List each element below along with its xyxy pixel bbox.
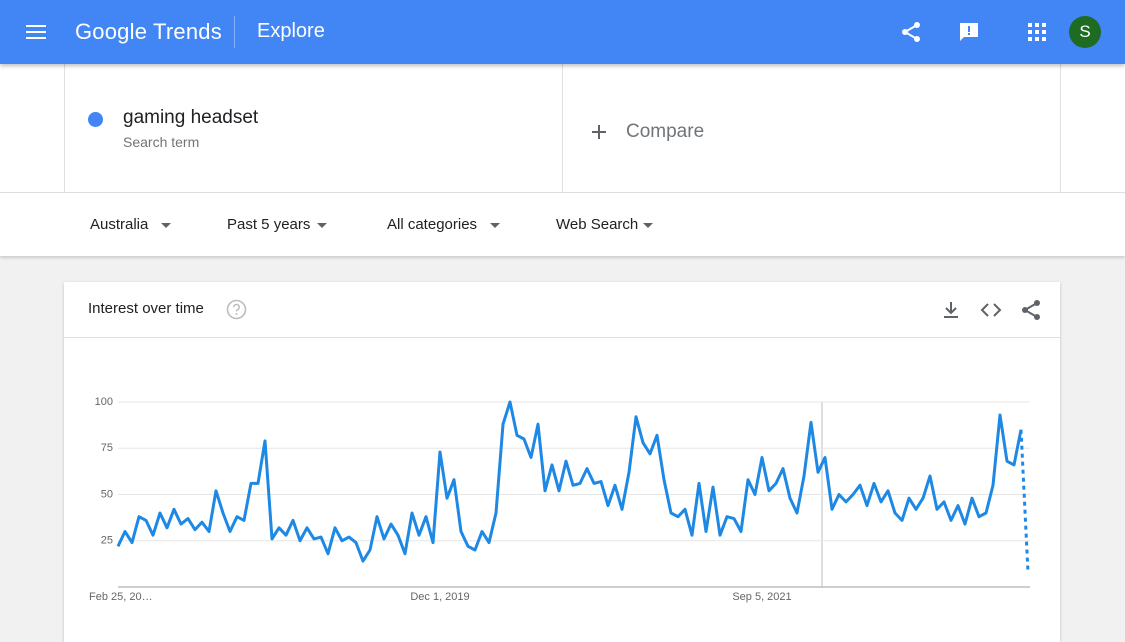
y-tick-label: 25 — [101, 535, 113, 547]
card-title: Interest over time — [88, 300, 204, 317]
x-tick-label: Feb 25, 20… — [89, 591, 153, 603]
divider — [64, 64, 65, 192]
filter-dropdown[interactable]: Web Search — [556, 216, 639, 233]
download-icon[interactable] — [941, 300, 961, 320]
dropdown-caret — [161, 223, 171, 228]
search-term-caption: Search term — [123, 134, 200, 150]
dropdown-caret — [317, 223, 327, 228]
embed-icon[interactable] — [980, 300, 1002, 320]
divider — [562, 64, 563, 192]
filter-dropdown[interactable]: Past 5 years — [227, 216, 311, 233]
feedback-icon[interactable] — [958, 21, 980, 43]
card — [64, 282, 1060, 642]
dropdown-caret — [490, 223, 500, 228]
divider — [1060, 64, 1061, 192]
menu-icon[interactable] — [24, 22, 48, 42]
divider — [64, 337, 1060, 338]
brand[interactable]: Google Trends — [75, 19, 222, 44]
dropdown-caret — [643, 223, 653, 228]
filter-bar — [0, 193, 1125, 256]
partial-line — [1019, 429, 1030, 573]
page-title: Explore — [257, 20, 325, 42]
share-icon[interactable] — [1020, 299, 1042, 321]
share-icon[interactable] — [899, 20, 923, 44]
y-tick-label: 75 — [101, 442, 113, 454]
app-bar: Google Trends Explore S — [0, 0, 1125, 64]
y-tick-label: 100 — [95, 396, 113, 408]
filter-dropdown[interactable]: All categories — [387, 216, 478, 233]
line — [116, 400, 1023, 563]
filter-dropdown[interactable]: Australia — [90, 216, 149, 233]
term-color-dot — [88, 112, 103, 127]
help-icon[interactable] — [226, 299, 247, 320]
divider — [234, 16, 235, 48]
search-term[interactable]: gaming headset — [123, 107, 259, 128]
apps-icon[interactable] — [1028, 23, 1046, 41]
y-tick-label: 50 — [101, 488, 113, 500]
x-tick-label: Sep 5, 2021 — [732, 591, 791, 603]
x-tick-label: Dec 1, 2019 — [410, 591, 469, 603]
plus-icon[interactable] — [591, 124, 607, 140]
avatar[interactable]: S — [1069, 16, 1101, 48]
compare-button[interactable]: Compare — [626, 121, 705, 142]
